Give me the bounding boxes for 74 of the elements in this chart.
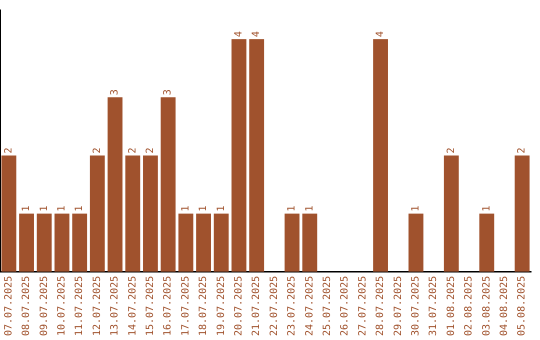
x-tick-label: 28.07.2025 (375, 276, 386, 336)
bar (302, 214, 318, 272)
bar (143, 155, 158, 272)
x-tick-label: 04.08.2025 (499, 276, 510, 336)
x-tick-label: 29.07.2025 (392, 276, 404, 336)
x-tick-label: 16.07.2025 (162, 276, 174, 336)
bar (479, 214, 494, 272)
data-label: 2 (92, 147, 103, 154)
x-tick-label: 30.07.2025 (410, 276, 422, 336)
bar (373, 39, 388, 272)
data-label: 2 (145, 147, 156, 154)
x-tick-label: 09.07.2025 (38, 276, 50, 336)
data-label: 1 (410, 206, 422, 212)
data-label: 3 (110, 89, 121, 96)
x-tick-label: 17.07.2025 (180, 276, 192, 336)
data-label: 4 (375, 31, 386, 38)
bar (514, 155, 530, 272)
data-label: 4 (251, 31, 262, 38)
x-tick-label: 23.07.2025 (286, 276, 298, 336)
data-label: 2 (516, 147, 528, 154)
x-tick-label: 03.08.2025 (481, 276, 492, 336)
bar (90, 155, 105, 272)
x-tick-label: 07.07.2025 (3, 276, 14, 336)
x-tick-label: 15.07.2025 (145, 276, 156, 336)
bar (36, 214, 52, 272)
x-tick-label: 24.07.2025 (304, 276, 316, 336)
x-tick-label: 27.07.2025 (357, 276, 368, 336)
x-tick-label: 14.07.2025 (127, 276, 138, 336)
x-tick-label: 26.07.2025 (340, 276, 351, 336)
bar (19, 214, 34, 272)
data-label: 1 (481, 206, 492, 212)
data-label: 1 (180, 206, 192, 212)
data-label: 3 (162, 89, 174, 96)
x-tick-label: 31.07.2025 (428, 276, 440, 336)
bar (178, 214, 194, 272)
data-label: 1 (304, 206, 316, 212)
bar (408, 214, 424, 272)
data-label: 1 (216, 206, 227, 212)
bar (196, 214, 211, 272)
bar (214, 214, 229, 272)
x-tick-label: 21.07.2025 (251, 276, 262, 336)
data-label: 2 (446, 147, 457, 154)
bar (284, 214, 300, 272)
bar (1, 155, 16, 272)
bar (444, 155, 459, 272)
data-label: 1 (38, 206, 50, 212)
x-tick-label: 12.07.2025 (92, 276, 103, 336)
data-label: 1 (56, 206, 68, 212)
x-tick-label: 13.07.2025 (110, 276, 121, 336)
data-label: 1 (198, 206, 210, 212)
data-label: 1 (74, 206, 86, 212)
x-tick-label: 25.07.2025 (322, 276, 334, 336)
data-label: 4 (234, 31, 245, 38)
data-label: 1 (286, 206, 298, 212)
bar (160, 97, 176, 272)
data-label: 2 (3, 147, 14, 154)
bar (108, 97, 122, 272)
x-tick-label: 18.07.2025 (198, 276, 210, 336)
x-tick-label: 08.07.2025 (21, 276, 32, 336)
data-label: 2 (127, 147, 138, 154)
data-label: 1 (21, 206, 32, 212)
x-tick-label: 02.08.2025 (464, 276, 475, 336)
x-tick-label: 20.07.2025 (234, 276, 245, 336)
x-tick-label: 11.07.2025 (74, 276, 86, 336)
x-tick-label: 10.07.2025 (56, 276, 68, 336)
bar (232, 39, 246, 272)
bar (125, 155, 140, 272)
bar (54, 214, 70, 272)
x-tick-label: 05.08.2025 (516, 276, 528, 336)
x-tick-label: 22.07.2025 (268, 276, 280, 336)
bar (249, 39, 264, 272)
x-tick-label: 19.07.2025 (216, 276, 227, 336)
bar (72, 214, 88, 272)
x-tick-label: 01.08.2025 (446, 276, 457, 336)
